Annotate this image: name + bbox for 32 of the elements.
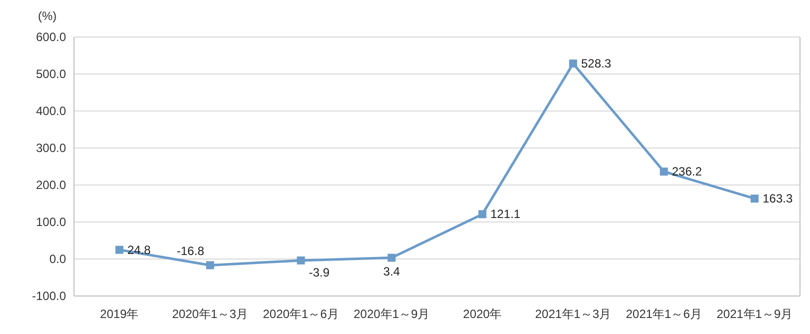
x-tick-label: 2021年1～9月 <box>716 307 793 321</box>
data-label: 163.3 <box>762 192 793 206</box>
y-tick-label: -100.0 <box>32 289 66 303</box>
point <box>388 254 396 262</box>
point <box>206 261 214 270</box>
y-tick-label: 200.0 <box>36 178 66 192</box>
x-tick-label: 2021年1～6月 <box>626 307 702 321</box>
point <box>115 246 124 254</box>
point <box>660 168 668 176</box>
point <box>478 210 486 218</box>
y-tick-label: 0.0 <box>49 252 66 266</box>
data-label: 121.1 <box>490 207 521 222</box>
data-label: 528.3 <box>581 56 612 71</box>
x-tick-label: 2020年1～3月 <box>172 307 248 321</box>
y-axis-title: (%) <box>38 9 57 23</box>
x-tick-label: 2021年1～3月 <box>535 307 612 321</box>
y-tick-label: 400.0 <box>36 104 66 118</box>
point <box>296 256 305 264</box>
data-label: 3.4 <box>383 264 400 279</box>
x-tick-label: 2020年1～6月 <box>262 307 339 321</box>
data-label: 236.2 <box>672 164 702 179</box>
data-label: -3.9 <box>308 265 330 280</box>
y-tick-label: 100.0 <box>36 215 66 229</box>
point <box>750 194 759 203</box>
x-tick-label: 2019年 <box>100 307 139 321</box>
x-tick-label: 2020年1～9月 <box>354 307 430 321</box>
point <box>569 60 578 68</box>
y-tick-label: 300.0 <box>36 141 66 155</box>
y-tick-label: 500.0 <box>36 67 66 81</box>
data-label: -16.8 <box>176 244 204 258</box>
x-tick-label: 2020年 <box>463 307 502 321</box>
y-tick-label: 600.0 <box>36 30 66 44</box>
